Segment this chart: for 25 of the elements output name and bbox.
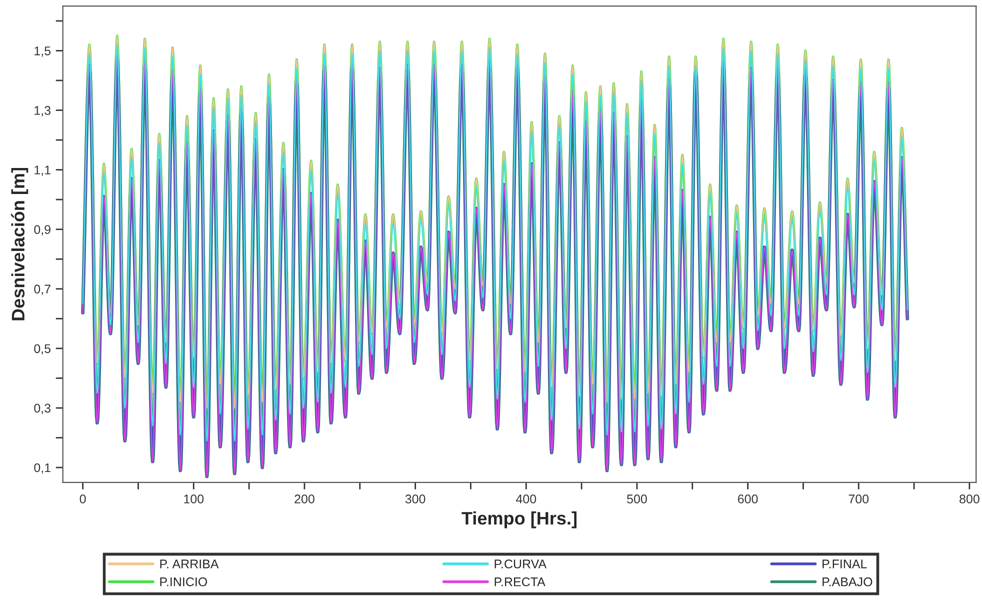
y-tick-label: 0,9	[34, 225, 50, 236]
legend-label: P.CURVA	[494, 560, 547, 568]
x-tick-label: 600	[738, 494, 758, 504]
y-tick-label: 1,3	[34, 106, 50, 116]
x-tick-label: 200	[294, 494, 314, 504]
y-tick-label: 0,3	[34, 404, 50, 414]
y-tick-label: 0,7	[34, 284, 50, 296]
x-tick-label: 100	[184, 494, 204, 504]
y-axis-title: Desnivelación [m]	[11, 168, 28, 320]
x-tick-label: 700	[848, 494, 869, 504]
legend-label: P.ABAJO	[822, 577, 872, 586]
y-tick-label: 1,5	[34, 46, 51, 57]
x-tick-label: 0	[80, 494, 86, 504]
x-tick-label: 400	[516, 494, 536, 504]
legend-label: P.RECTA	[494, 577, 546, 586]
legend-label: P.FINAL	[822, 560, 867, 568]
x-axis-title: Tiempo [Hrs.]	[462, 511, 576, 528]
x-tick-label: 500	[627, 494, 647, 504]
legend-label: P.INICIO	[160, 577, 208, 586]
y-tick-label: 0,5	[34, 344, 51, 355]
y-tick-label: 1,1	[34, 166, 50, 176]
x-tick-label: 800	[960, 494, 980, 504]
x-tick-label: 300	[405, 494, 426, 504]
legend-label: P. ARRIBA	[160, 560, 219, 568]
y-tick-label: 0,1	[34, 463, 50, 474]
